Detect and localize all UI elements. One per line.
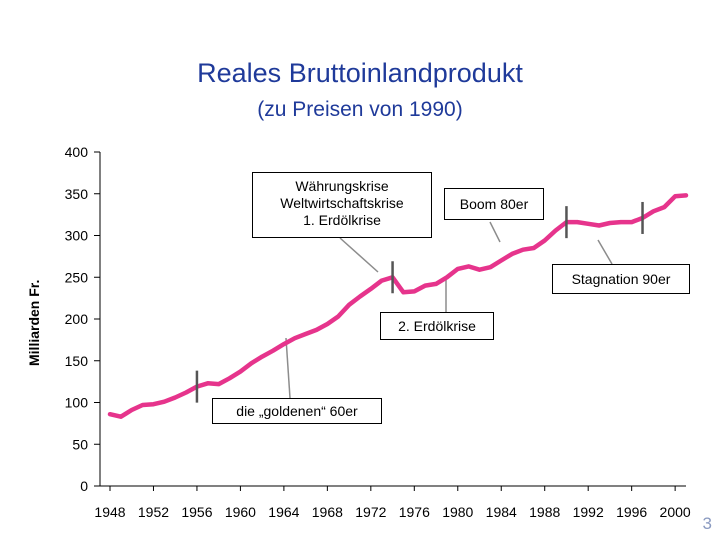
x-tick-label: 1956 — [181, 504, 212, 520]
x-tick-label: 1980 — [442, 504, 473, 520]
x-tick-label: 2000 — [660, 504, 691, 520]
annotation-line: Währungskrise — [295, 178, 389, 194]
y-tick-label: 0 — [80, 478, 88, 494]
series-line — [107, 193, 689, 419]
annotation-stagnation-90er: Stagnation 90er — [552, 264, 690, 294]
annotation-line: Weltwirtschaftskrise — [280, 195, 404, 211]
x-tick-label: 1968 — [312, 504, 343, 520]
y-tick-label: 200 — [65, 311, 89, 327]
x-tick-label: 1972 — [355, 504, 386, 520]
y-tick-label: 100 — [65, 395, 89, 411]
x-tick-label: 1976 — [399, 504, 430, 520]
annotation-goldenen-60er: die „goldenen“ 60er — [212, 398, 382, 424]
annotation-leader — [339, 237, 379, 273]
chart-title: Reales Bruttoinlandprodukt — [197, 58, 523, 88]
annotation-leader — [489, 221, 501, 243]
x-tick-label: 1992 — [573, 504, 604, 520]
annotation-boom-80er: Boom 80er — [444, 188, 544, 220]
annotation-leader — [597, 239, 613, 265]
y-tick-label: 300 — [65, 228, 89, 244]
page-number: 3 — [702, 514, 712, 533]
x-tick-label: 1984 — [486, 504, 517, 520]
y-tick-label: 400 — [65, 144, 89, 160]
x-tick-label: 1996 — [616, 504, 647, 520]
y-tick-label: 250 — [65, 269, 89, 285]
y-tick-label: 50 — [72, 436, 88, 452]
y-tick-label: 350 — [65, 186, 89, 202]
annotation-waehrungskrise: Währungskrise Weltwirtschaftskrise 1. Er… — [252, 172, 432, 238]
y-tick-label: 150 — [65, 353, 89, 369]
x-tick-label: 1952 — [138, 504, 169, 520]
x-tick-label: 1960 — [225, 504, 256, 520]
annotation-leader — [285, 337, 291, 399]
x-tick-label: 1988 — [529, 504, 560, 520]
x-tick-label: 1964 — [268, 504, 299, 520]
chart-subtitle: (zu Preisen von 1990) — [257, 98, 463, 121]
x-tick-label: 1948 — [94, 504, 125, 520]
annotation-line: 1. Erdölkrise — [303, 212, 381, 228]
annotation-2-erdoelkrise: 2. Erdölkrise — [380, 312, 494, 340]
